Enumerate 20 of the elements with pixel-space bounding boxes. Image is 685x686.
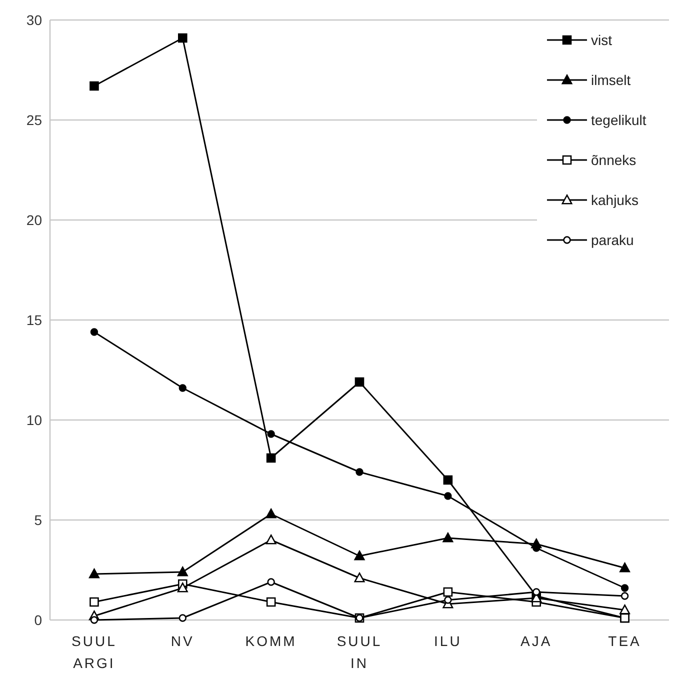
legend-label: ilmselt: [591, 72, 631, 88]
x-tick-label: TEA: [608, 633, 642, 649]
y-tick-label: 10: [26, 412, 42, 428]
legend-label: vist: [591, 32, 612, 48]
x-tick-label: AJA: [520, 633, 552, 649]
legend-label: paraku: [591, 232, 634, 248]
x-tick-label: KOMM: [245, 633, 297, 649]
y-tick-label: 0: [34, 612, 42, 628]
x-tick-label: ILU: [434, 633, 462, 649]
legend-label: õnneks: [591, 152, 636, 168]
y-tick-label: 5: [34, 512, 42, 528]
x-tick-label: NV: [170, 633, 194, 649]
y-tick-label: 15: [26, 312, 42, 328]
legend-label: tegelikult: [591, 112, 646, 128]
x-tick-label: SUUL IN: [336, 633, 382, 671]
y-tick-label: 20: [26, 212, 42, 228]
x-tick-label: SUUL ARGI: [72, 633, 117, 671]
y-tick-label: 30: [26, 12, 42, 28]
y-tick-label: 25: [26, 112, 42, 128]
legend-label: kahjuks: [591, 192, 638, 208]
